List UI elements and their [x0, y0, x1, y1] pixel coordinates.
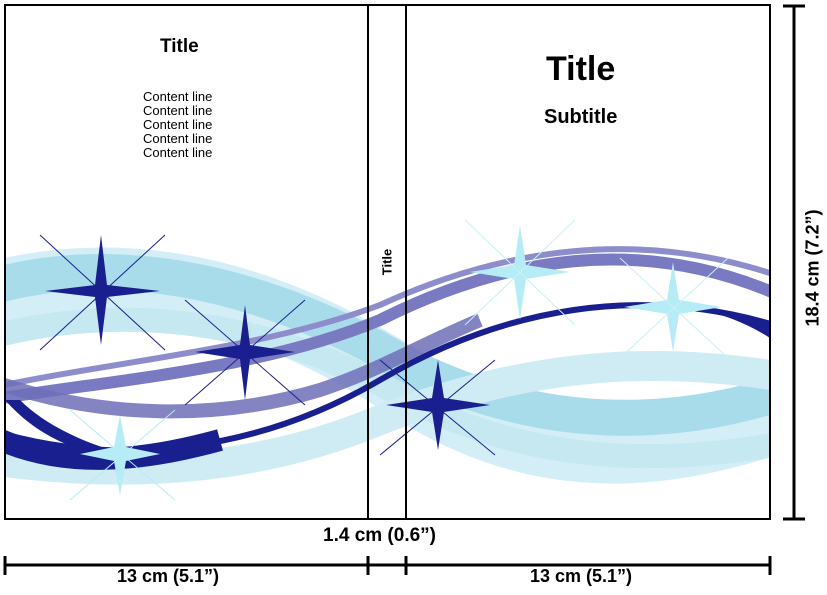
star-icon-4	[69, 409, 176, 501]
content-line: Content line	[143, 145, 213, 160]
back-cover-content: Content line Content line Content line C…	[143, 90, 212, 160]
content-line: Content line	[143, 117, 213, 132]
star-icon-6	[619, 257, 729, 359]
star-icon-2	[184, 299, 306, 406]
front-cover-title: Title	[546, 50, 616, 88]
content-line: Content line	[143, 103, 213, 118]
content-line: Content line	[143, 89, 213, 104]
star-icon-3	[379, 359, 496, 456]
spine-title: Title	[379, 248, 395, 276]
height-dimension-line	[783, 4, 805, 521]
cover-outline	[4, 4, 771, 520]
back-cover-title: Title	[160, 36, 199, 57]
front-cover-subtitle: Subtitle	[544, 106, 618, 128]
front-width-label: 13 cm (5.1”)	[530, 566, 633, 586]
width-dimension-line	[3, 556, 772, 575]
star-icon-5	[464, 219, 576, 326]
spine-width-label: 1.4 cm (0.6”)	[323, 525, 436, 546]
height-label: 18.4 cm (7.2”)	[802, 209, 823, 327]
back-width-label: 13 cm (5.1”)	[117, 566, 220, 586]
star-icon-1	[39, 234, 166, 351]
content-line: Content line	[143, 131, 213, 146]
